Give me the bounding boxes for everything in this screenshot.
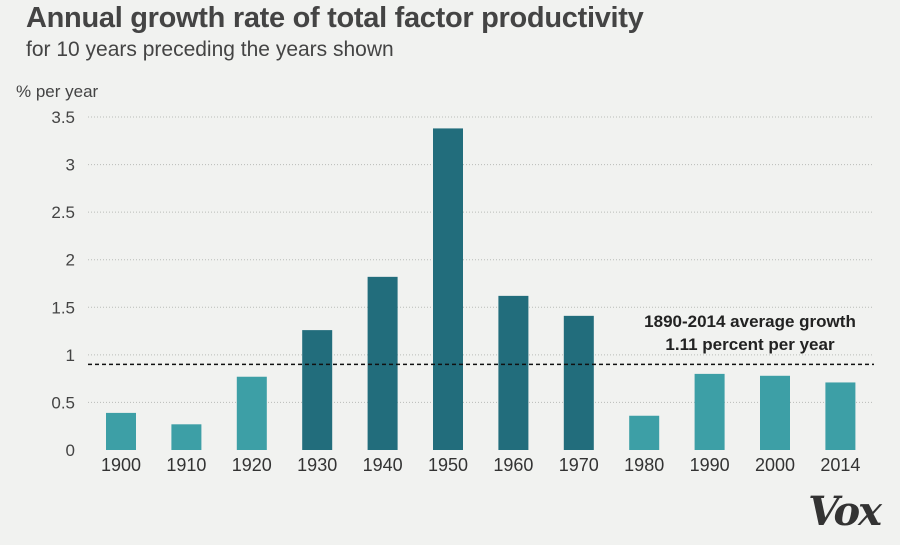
x-tick-label: 1990 bbox=[690, 455, 730, 475]
y-tick-label: 0 bbox=[66, 441, 75, 460]
bar-1930 bbox=[302, 330, 333, 450]
y-tick-label: 2 bbox=[66, 251, 75, 270]
y-tick-label: 3.5 bbox=[51, 108, 75, 127]
bar-1990 bbox=[694, 373, 725, 450]
vox-logo: Vox bbox=[808, 488, 882, 535]
bar-1960 bbox=[498, 295, 529, 450]
x-axis-ticks: 1900 1910 1920 1930 1940 1950 1960 1970 1980 1990… bbox=[101, 455, 860, 475]
bar-2000 bbox=[760, 375, 790, 450]
bar-1980 bbox=[629, 415, 660, 450]
average-annotation-line2: 1.11 percent per year bbox=[665, 335, 835, 354]
bars bbox=[106, 128, 856, 450]
x-tick-label: 1920 bbox=[232, 455, 272, 475]
y-tick-label: 1.5 bbox=[51, 298, 75, 317]
x-tick-label: 1970 bbox=[559, 455, 599, 475]
average-annotation-line1: 1890-2014 average growth bbox=[644, 312, 856, 331]
x-tick-label: 1950 bbox=[428, 455, 468, 475]
bar-1920 bbox=[236, 376, 267, 450]
x-tick-label: 2000 bbox=[755, 455, 795, 475]
y-axis-label: % per year bbox=[16, 82, 99, 101]
y-axis-ticks: 0 0.5 1 1.5 2 2.5 3 3.5 bbox=[51, 108, 75, 460]
bar-1940 bbox=[367, 276, 398, 450]
x-tick-label: 2014 bbox=[820, 455, 860, 475]
bar-1900 bbox=[106, 412, 136, 450]
x-tick-label: 1980 bbox=[624, 455, 664, 475]
x-tick-label: 1910 bbox=[166, 455, 206, 475]
bar-1910 bbox=[171, 424, 202, 450]
x-tick-label: 1960 bbox=[493, 455, 533, 475]
x-tick-label: 1940 bbox=[363, 455, 403, 475]
y-tick-label: 0.5 bbox=[51, 393, 75, 412]
gridlines bbox=[88, 116, 874, 403]
bar-1970 bbox=[563, 315, 594, 450]
bar-2014 bbox=[825, 382, 856, 450]
bar-1950 bbox=[433, 128, 463, 450]
y-tick-label: 3 bbox=[66, 156, 75, 175]
chart-title: Annual growth rate of total factor produ… bbox=[26, 2, 644, 34]
x-tick-label: 1930 bbox=[297, 455, 337, 475]
y-tick-label: 2.5 bbox=[51, 203, 75, 222]
chart-subtitle: for 10 years preceding the years shown bbox=[26, 38, 394, 61]
y-tick-label: 1 bbox=[66, 346, 75, 365]
x-tick-label: 1900 bbox=[101, 455, 141, 475]
